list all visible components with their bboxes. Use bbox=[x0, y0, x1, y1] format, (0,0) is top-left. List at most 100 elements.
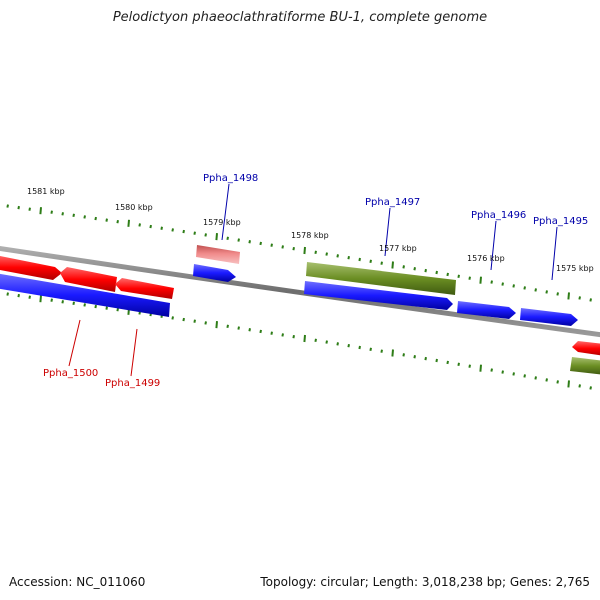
tick-top-minor bbox=[325, 252, 328, 256]
tick-top-minor bbox=[314, 250, 317, 254]
tick-top-minor bbox=[94, 216, 97, 221]
tick-bottom-minor bbox=[193, 319, 196, 323]
forward-strand-genes bbox=[0, 245, 600, 375]
tick-bottom-minor bbox=[259, 329, 262, 334]
tick-bottom-minor bbox=[523, 374, 526, 378]
tick-bottom-minor bbox=[325, 340, 328, 344]
gene-label-ppha_1497[interactable]: Ppha_1497 bbox=[365, 197, 420, 208]
gene-label-ppha_1499[interactable]: Ppha_1499 bbox=[105, 378, 160, 389]
tick-top-minor bbox=[171, 228, 174, 232]
tick-bottom-minor bbox=[292, 335, 295, 339]
tick-bottom-minor bbox=[589, 386, 592, 390]
gene-arrow-ppha_1498[interactable] bbox=[196, 245, 240, 264]
tick-top-minor bbox=[83, 215, 86, 219]
tick-top-minor bbox=[105, 218, 108, 222]
tick-top-minor bbox=[402, 265, 405, 269]
gene-arrow-ppha_1493[interactable] bbox=[572, 341, 600, 356]
tick-bottom-minor bbox=[171, 316, 174, 320]
tick-bottom-minor bbox=[435, 358, 438, 363]
tick-top-minor bbox=[61, 212, 64, 216]
gene-arrow-ppha_1497[interactable] bbox=[306, 262, 456, 295]
gene-arrow-blue-1[interactable] bbox=[0, 273, 170, 317]
tick-top-minor bbox=[72, 213, 75, 218]
gene-arrow-ppha_1499[interactable] bbox=[115, 278, 174, 299]
tick-top-minor bbox=[193, 231, 196, 235]
tick-top-major bbox=[127, 219, 130, 227]
tick-bottom-minor bbox=[413, 355, 416, 359]
tick-label-1578: 1578 kbp bbox=[291, 231, 329, 240]
leader-ppha_1498 bbox=[221, 183, 230, 241]
tick-top-minor bbox=[259, 241, 262, 246]
genome-title: Pelodictyon phaeoclathratiforme BU-1, co… bbox=[112, 10, 488, 25]
tick-bottom-minor bbox=[248, 328, 251, 332]
tick-bottom-minor bbox=[468, 364, 471, 368]
tick-label-1580: 1580 kbp bbox=[115, 203, 153, 212]
gene-arrow-ppha_1494[interactable] bbox=[570, 357, 600, 375]
tick-top-minor bbox=[347, 255, 350, 260]
tick-label-1581: 1581 kbp bbox=[27, 187, 65, 196]
tick-top-major bbox=[479, 276, 482, 284]
gene-arrow-ppha_1498-b[interactable] bbox=[193, 264, 236, 282]
tick-bottom-minor bbox=[281, 333, 284, 337]
tick-bottom-minor bbox=[94, 304, 97, 309]
tick-top-minor bbox=[226, 236, 229, 241]
label-leaders bbox=[68, 183, 558, 377]
tick-top-minor bbox=[380, 261, 383, 265]
tick-bottom-minor bbox=[237, 326, 240, 330]
tick-top-minor bbox=[6, 204, 9, 208]
tick-top-minor bbox=[270, 243, 273, 247]
tick-bottom-major bbox=[391, 349, 394, 357]
tick-bottom-minor bbox=[402, 353, 405, 357]
leader-ppha_1497 bbox=[384, 207, 391, 257]
tick-top-major bbox=[215, 233, 218, 241]
tick-top-minor bbox=[248, 240, 251, 244]
tick-top-minor bbox=[413, 267, 416, 271]
gene-arrow-ppha_1497-b[interactable] bbox=[304, 281, 453, 310]
tick-top-major bbox=[303, 246, 306, 255]
tick-bottom-minor bbox=[116, 308, 119, 312]
tick-bottom-minor bbox=[578, 384, 581, 388]
tick-top-minor bbox=[589, 298, 592, 302]
tick-top-minor bbox=[468, 276, 471, 280]
tick-top-minor bbox=[578, 296, 581, 300]
tick-top-minor bbox=[556, 292, 559, 296]
leader-ppha_1500 bbox=[68, 319, 81, 367]
tick-bottom-minor bbox=[556, 380, 559, 384]
leader-ppha_1496 bbox=[490, 220, 497, 271]
tick-top-minor bbox=[336, 254, 339, 258]
gene-label-ppha_1500[interactable]: Ppha_1500 bbox=[43, 368, 98, 379]
tick-top-minor bbox=[17, 205, 20, 210]
gene-arrow-ppha_1501[interactable] bbox=[0, 255, 62, 280]
tick-top-minor bbox=[149, 224, 152, 229]
tick-top-minor bbox=[534, 288, 537, 292]
tick-top-major bbox=[391, 261, 394, 269]
tick-bottom-minor bbox=[512, 372, 515, 376]
tick-top-minor bbox=[116, 220, 119, 224]
tick-top-minor bbox=[281, 245, 284, 249]
tick-top-minor bbox=[424, 268, 427, 273]
tick-bottom-minor bbox=[83, 303, 86, 307]
gene-arrow-ppha_1495[interactable] bbox=[520, 308, 578, 326]
accession-label: Accession: NC_011060 bbox=[9, 575, 146, 589]
tick-bottom-minor bbox=[446, 360, 449, 365]
tick-label-1577: 1577 kbp bbox=[379, 244, 417, 253]
gene-label-ppha_1495[interactable]: Ppha_1495 bbox=[533, 216, 588, 227]
tick-bottom-minor bbox=[61, 300, 64, 304]
tick-bottom-minor bbox=[270, 331, 273, 335]
tick-top-minor bbox=[50, 210, 53, 214]
gene-arrow-ppha_1500[interactable] bbox=[60, 267, 117, 292]
gene-arrow-ppha_1496[interactable] bbox=[457, 301, 516, 319]
tick-label-1575: 1575 kbp bbox=[556, 264, 594, 273]
tick-top-minor bbox=[237, 238, 240, 242]
tick-bottom-minor bbox=[534, 376, 537, 380]
tick-bottom-minor bbox=[72, 301, 75, 306]
tick-label-1576: 1576 kbp bbox=[467, 254, 505, 263]
tick-bottom-minor bbox=[545, 378, 548, 382]
tick-bottom-minor bbox=[6, 292, 9, 296]
tick-row-top bbox=[6, 204, 592, 302]
gene-label-ppha_1496[interactable]: Ppha_1496 bbox=[471, 210, 526, 221]
tick-top-minor bbox=[160, 226, 163, 230]
gene-label-ppha_1498[interactable]: Ppha_1498 bbox=[203, 173, 258, 184]
genome-summary: Topology: circular; Length: 3,018,238 bp… bbox=[260, 575, 590, 589]
